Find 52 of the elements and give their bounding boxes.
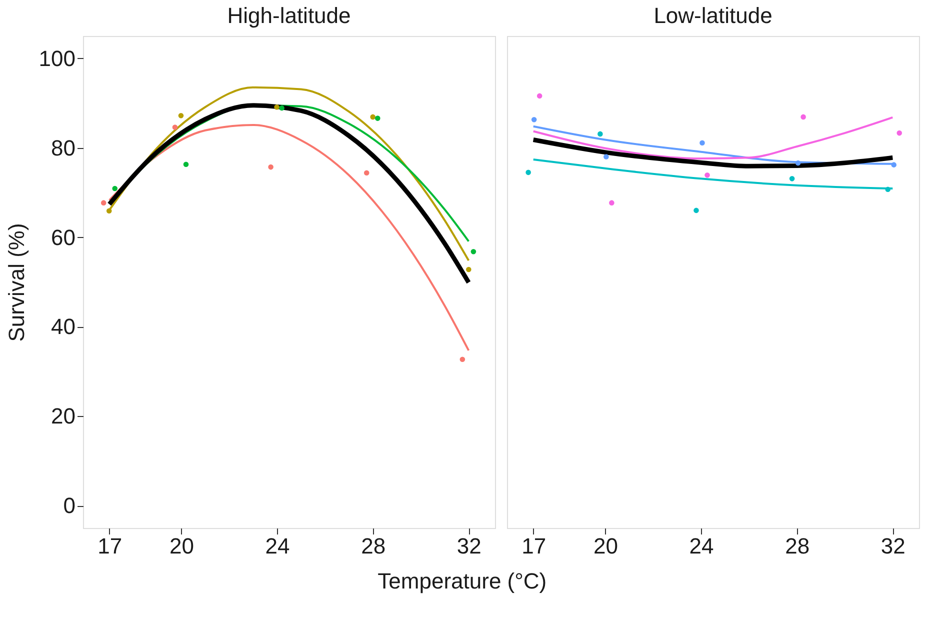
point — [460, 356, 466, 362]
point — [536, 93, 542, 99]
point — [795, 160, 801, 166]
point — [470, 248, 476, 254]
x-tick-label: 20 — [593, 534, 618, 558]
x-tick-label: 17 — [98, 534, 122, 558]
y-tick-label: 60 — [51, 224, 76, 250]
x-tick-label: 28 — [785, 534, 810, 558]
x-tick-label: 17 — [522, 534, 546, 558]
x-tick-label: 32 — [456, 534, 482, 558]
x-tick-label: 32 — [880, 534, 906, 558]
line-series — [108, 124, 470, 352]
point — [604, 154, 609, 160]
point — [106, 208, 112, 214]
line-series — [107, 103, 471, 285]
point — [172, 124, 178, 130]
y-tick-label: 100 — [38, 46, 76, 71]
point — [466, 266, 472, 272]
point — [268, 164, 274, 170]
point — [694, 208, 699, 214]
point — [531, 117, 537, 122]
x-tick-label: 28 — [361, 534, 386, 558]
x-tick-label: 24 — [265, 534, 290, 558]
point — [885, 186, 891, 192]
point — [789, 176, 795, 182]
chart-title: High-latitude — [227, 3, 351, 28]
y-tick-label: 40 — [51, 314, 76, 340]
point — [374, 116, 380, 121]
x-tick-label: 20 — [169, 534, 194, 558]
point — [598, 131, 603, 137]
y-axis-title: Survival (%) — [4, 223, 29, 342]
point — [609, 200, 614, 206]
point — [800, 114, 806, 120]
point — [526, 170, 531, 176]
point — [274, 104, 280, 110]
point — [704, 172, 710, 178]
point — [364, 170, 370, 176]
x-axis-title: Temperature (°C) — [378, 568, 547, 594]
point — [112, 186, 118, 192]
point — [100, 200, 106, 206]
x-tick-label: 24 — [689, 534, 714, 558]
point — [891, 162, 896, 168]
point — [896, 130, 902, 136]
y-tick-label: 80 — [51, 135, 76, 160]
point — [279, 105, 284, 111]
point — [178, 112, 184, 118]
y-tick-label: 20 — [51, 404, 76, 429]
point — [700, 140, 705, 146]
point — [370, 114, 376, 120]
y-tick-label: 0 — [63, 493, 76, 518]
point — [183, 162, 189, 168]
chart-title: Low-latitude — [654, 3, 772, 28]
